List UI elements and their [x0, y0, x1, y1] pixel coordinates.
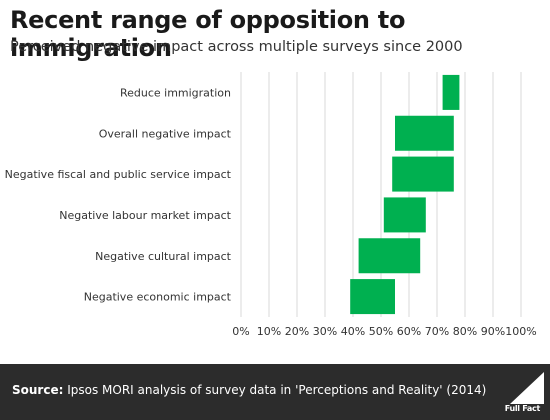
x-tick-label: 50%: [369, 325, 393, 338]
category-label: Negative economic impact: [84, 291, 232, 304]
x-tick-label: 60%: [397, 325, 421, 338]
source-note: Source: Ipsos MORI analysis of survey da…: [12, 383, 486, 397]
x-tick-label: 10%: [257, 325, 281, 338]
range-bar-chart: Reduce immigration Overall negative impac…: [5, 72, 537, 338]
footer: Source: Ipsos MORI analysis of survey da…: [0, 364, 550, 420]
x-tick-label: 40%: [341, 325, 365, 338]
range-bar: [392, 156, 454, 192]
range-bar: [350, 279, 395, 315]
x-tick-label: 0%: [232, 325, 249, 338]
x-tick-label: 100%: [505, 325, 536, 338]
gridlines: [240, 72, 522, 317]
chart-title: Recent range of opposition to immigratio…: [10, 6, 406, 62]
full-fact-logo: Full Fact: [498, 370, 544, 416]
category-label: Negative fiscal and public service impac…: [5, 168, 232, 181]
logo-mark-icon: [510, 372, 544, 404]
bars: [350, 74, 460, 315]
x-tick-label: 70%: [425, 325, 449, 338]
category-labels: Reduce immigration Overall negative impac…: [5, 86, 232, 303]
range-bar: [442, 74, 460, 110]
category-label: Overall negative impact: [99, 127, 232, 140]
x-tick-label: 90%: [481, 325, 505, 338]
range-bar: [383, 197, 426, 233]
range-bar: [395, 115, 454, 151]
x-tick-label: 80%: [453, 325, 477, 338]
chart-subtitle: Perceived negative impact across multipl…: [10, 39, 463, 55]
logo-text: Full Fact: [504, 404, 541, 413]
category-label: Negative labour market impact: [59, 209, 231, 222]
source-label: Source:: [12, 383, 64, 397]
source-text: Ipsos MORI analysis of survey data in 'P…: [63, 383, 487, 397]
category-label: Reduce immigration: [120, 86, 231, 99]
x-tick-labels: 0% 10% 20% 30% 40% 50% 60% 70% 80% 90% 100%: [232, 325, 536, 338]
category-label: Negative cultural impact: [95, 250, 232, 263]
x-tick-label: 20%: [285, 325, 309, 338]
range-bar: [358, 238, 421, 274]
x-tick-label: 30%: [313, 325, 337, 338]
